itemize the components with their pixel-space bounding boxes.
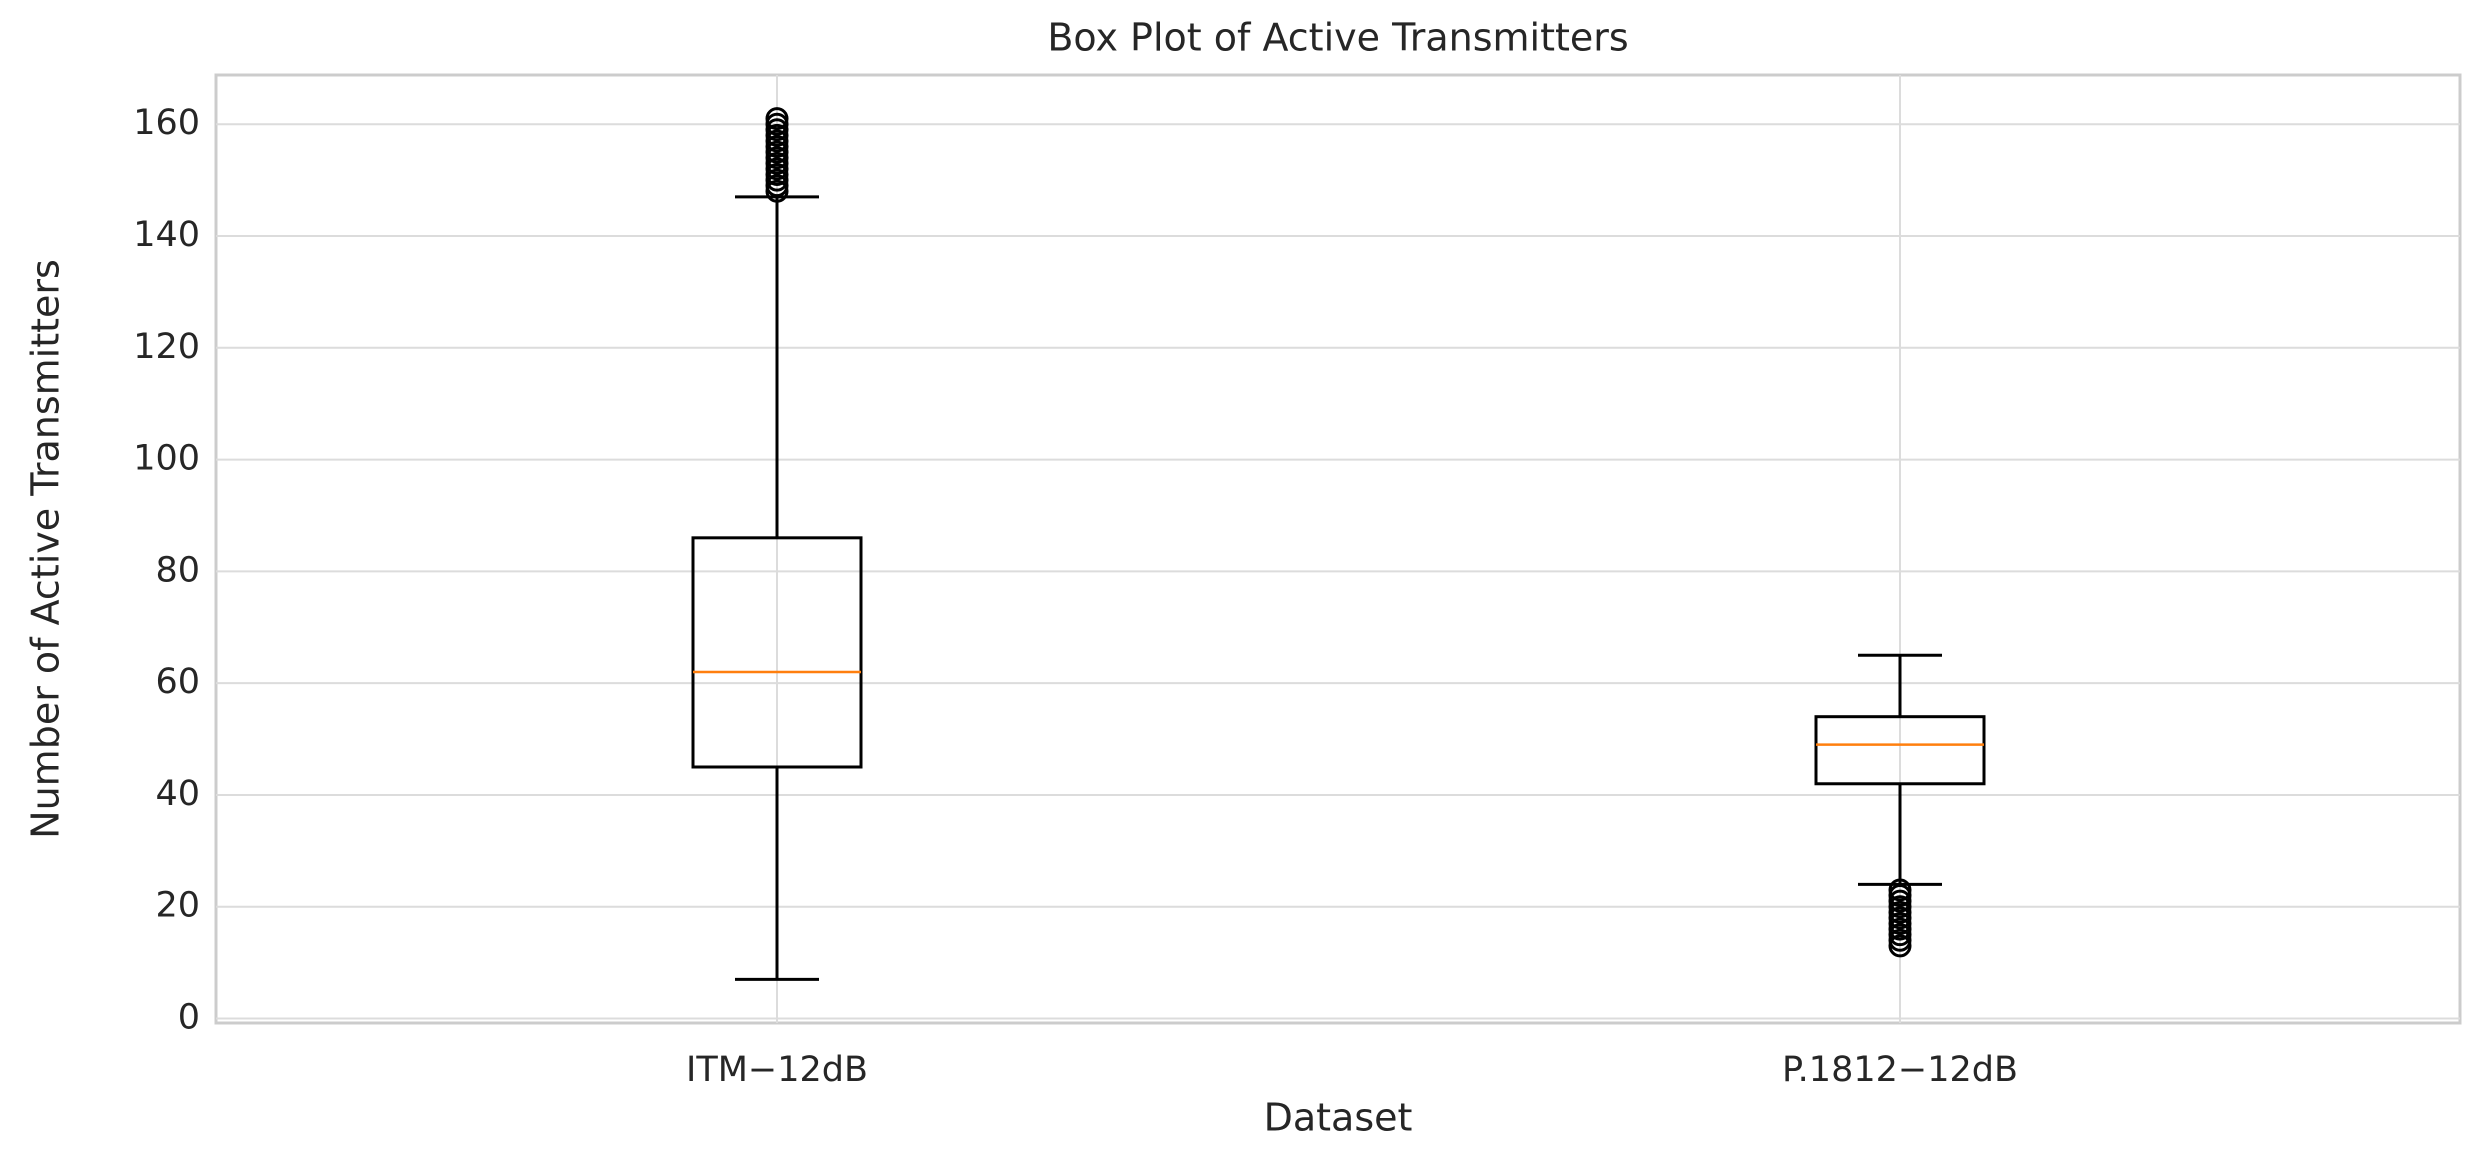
- y-tick-label: 80: [155, 550, 200, 590]
- y-tick-label: 60: [155, 662, 200, 702]
- y-tick-label: 20: [155, 886, 200, 926]
- plot-area: [214, 73, 2462, 1025]
- flier: [765, 107, 789, 131]
- box: [691, 536, 863, 769]
- box: [1814, 715, 1986, 786]
- y-tick-label: 100: [133, 439, 200, 479]
- chart-title: Box Plot of Active Transmitters: [1047, 16, 1628, 60]
- y-axis-label: Number of Active Transmitters: [24, 259, 68, 839]
- y-tick-label: 120: [133, 327, 200, 367]
- x-tick-label: P.1812−12dB: [1782, 1050, 2018, 1090]
- y-tick-label: 0: [178, 998, 200, 1038]
- y-tick-label: 140: [133, 215, 200, 255]
- y-tick-label: 160: [133, 103, 200, 143]
- flier: [1888, 878, 1912, 902]
- x-tick-label: ITM−12dB: [686, 1050, 868, 1090]
- y-tick-label: 40: [155, 774, 200, 814]
- x-axis-label: Dataset: [1264, 1096, 1413, 1140]
